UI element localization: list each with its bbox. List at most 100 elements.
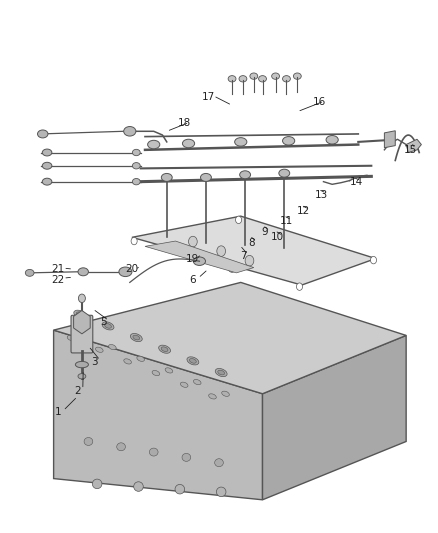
Polygon shape — [262, 335, 406, 500]
Text: 12: 12 — [297, 206, 311, 216]
Ellipse shape — [80, 333, 88, 338]
Circle shape — [131, 237, 137, 245]
Ellipse shape — [132, 163, 140, 169]
Polygon shape — [74, 311, 90, 334]
Ellipse shape — [152, 370, 160, 376]
Ellipse shape — [78, 268, 88, 276]
Ellipse shape — [124, 126, 136, 136]
Ellipse shape — [102, 322, 114, 330]
Ellipse shape — [67, 335, 75, 341]
Ellipse shape — [161, 173, 172, 181]
Circle shape — [297, 283, 303, 290]
Ellipse shape — [109, 344, 116, 350]
Circle shape — [171, 243, 180, 253]
Ellipse shape — [240, 171, 251, 179]
Circle shape — [371, 256, 377, 264]
Polygon shape — [53, 330, 262, 500]
Ellipse shape — [293, 73, 301, 79]
Ellipse shape — [149, 448, 158, 456]
Ellipse shape — [25, 269, 34, 276]
Ellipse shape — [250, 73, 258, 79]
Ellipse shape — [84, 438, 93, 446]
Ellipse shape — [180, 382, 188, 387]
Circle shape — [228, 262, 237, 272]
Ellipse shape — [258, 76, 266, 82]
Ellipse shape — [75, 361, 88, 368]
Ellipse shape — [279, 169, 290, 177]
Ellipse shape — [235, 138, 247, 146]
Circle shape — [236, 216, 242, 223]
Ellipse shape — [76, 312, 83, 317]
Ellipse shape — [42, 149, 52, 156]
Ellipse shape — [175, 484, 185, 494]
Circle shape — [199, 252, 208, 263]
Ellipse shape — [132, 179, 140, 185]
Text: 16: 16 — [312, 97, 326, 107]
Ellipse shape — [95, 347, 103, 352]
Polygon shape — [53, 282, 406, 394]
Text: 22: 22 — [51, 274, 64, 285]
Text: 5: 5 — [100, 317, 107, 327]
Ellipse shape — [193, 257, 205, 265]
Ellipse shape — [239, 76, 247, 82]
Text: 6: 6 — [190, 274, 196, 285]
Ellipse shape — [201, 173, 212, 181]
Ellipse shape — [159, 345, 170, 353]
Ellipse shape — [42, 178, 52, 185]
Ellipse shape — [117, 443, 125, 451]
Ellipse shape — [124, 359, 131, 364]
Text: 7: 7 — [240, 251, 246, 261]
Text: 17: 17 — [201, 92, 215, 102]
Ellipse shape — [194, 379, 201, 385]
Ellipse shape — [208, 394, 216, 399]
Ellipse shape — [92, 479, 102, 489]
Ellipse shape — [119, 267, 132, 277]
Ellipse shape — [215, 459, 223, 467]
Polygon shape — [406, 139, 421, 152]
Ellipse shape — [148, 140, 160, 149]
Text: 13: 13 — [314, 190, 328, 200]
Ellipse shape — [216, 487, 226, 497]
Text: 20: 20 — [125, 264, 138, 274]
Text: 15: 15 — [404, 145, 417, 155]
Circle shape — [217, 246, 226, 256]
Ellipse shape — [272, 73, 279, 79]
Ellipse shape — [131, 334, 142, 342]
Ellipse shape — [42, 163, 52, 169]
Ellipse shape — [105, 324, 111, 328]
Ellipse shape — [187, 357, 199, 365]
Ellipse shape — [134, 482, 143, 491]
Ellipse shape — [283, 136, 295, 145]
Circle shape — [78, 294, 85, 303]
Polygon shape — [385, 131, 395, 148]
Text: 3: 3 — [92, 357, 98, 367]
Ellipse shape — [215, 368, 227, 377]
Ellipse shape — [222, 391, 230, 397]
Ellipse shape — [38, 130, 48, 138]
Ellipse shape — [78, 374, 86, 379]
Text: 1: 1 — [55, 407, 61, 417]
Ellipse shape — [283, 76, 290, 82]
Ellipse shape — [74, 310, 86, 318]
Ellipse shape — [182, 454, 191, 462]
Ellipse shape — [228, 76, 236, 82]
Ellipse shape — [183, 139, 194, 148]
Text: 9: 9 — [261, 227, 268, 237]
Text: 10: 10 — [271, 232, 284, 243]
Ellipse shape — [326, 135, 338, 144]
Ellipse shape — [165, 368, 173, 373]
Text: 21: 21 — [51, 264, 64, 274]
Circle shape — [188, 236, 197, 247]
Text: 19: 19 — [186, 254, 200, 263]
Text: 2: 2 — [74, 386, 81, 396]
Polygon shape — [132, 216, 376, 285]
Ellipse shape — [133, 335, 140, 340]
Ellipse shape — [132, 149, 140, 156]
Text: 14: 14 — [350, 176, 363, 187]
Text: 18: 18 — [177, 118, 191, 128]
Polygon shape — [145, 241, 254, 273]
Text: 11: 11 — [280, 216, 293, 227]
FancyBboxPatch shape — [71, 316, 93, 353]
Ellipse shape — [161, 347, 168, 352]
Circle shape — [245, 255, 254, 266]
